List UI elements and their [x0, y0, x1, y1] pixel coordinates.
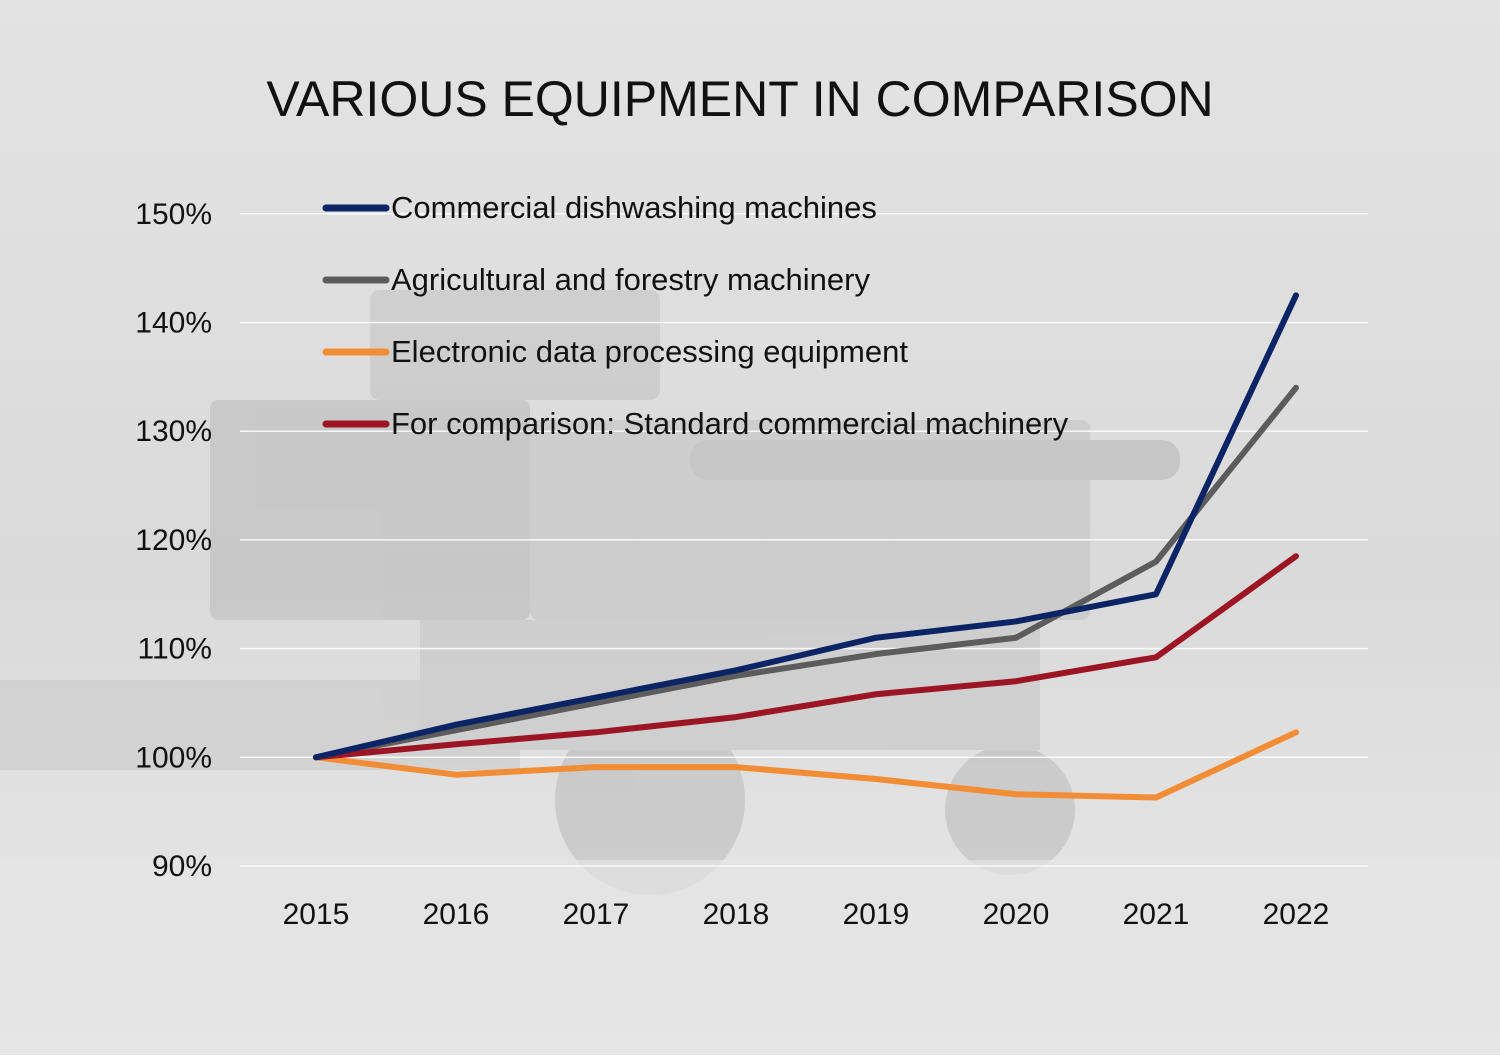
y-axis-tick-labels: 90% 100% 110% 120% 130% 140% 150% [135, 198, 212, 883]
series-line [313, 729, 1299, 801]
y-tick-label: 90% [152, 850, 212, 883]
x-tick-label: 2019 [843, 898, 910, 931]
chart-title: VARIOUS EQUIPMENT IN COMPARISON [266, 71, 1213, 127]
x-tick-label: 2018 [703, 898, 770, 931]
series-lines [313, 292, 1299, 801]
series-line [313, 384, 1299, 761]
legend-label: Agricultural and forestry machinery [391, 262, 870, 297]
legend-label: Electronic data processing equipment [391, 334, 908, 369]
x-tick-label: 2020 [983, 898, 1050, 931]
legend-label: For comparison: Standard commercial mach… [391, 406, 1069, 441]
harvester-background-image [0, 290, 1180, 895]
y-tick-label: 150% [135, 198, 212, 231]
y-tick-label: 140% [135, 307, 212, 340]
x-axis-tick-labels: 2015 2016 2017 2018 2019 2020 2021 2022 [283, 898, 1330, 931]
series-line [313, 553, 1299, 761]
y-tick-label: 120% [135, 524, 212, 557]
x-tick-label: 2017 [563, 898, 630, 931]
x-tick-label: 2022 [1263, 898, 1330, 931]
y-tick-label: 130% [135, 415, 212, 448]
field-foreground [0, 860, 1500, 1055]
series-line [313, 292, 1299, 761]
x-tick-label: 2015 [283, 898, 350, 931]
legend-label: Commercial dishwashing machines [391, 190, 877, 225]
x-tick-label: 2016 [423, 898, 490, 931]
y-tick-label: 110% [137, 633, 212, 666]
x-tick-label: 2021 [1123, 898, 1190, 931]
legend: Commercial dishwashing machines Agricultu… [322, 190, 1069, 441]
y-tick-label: 100% [135, 741, 212, 774]
